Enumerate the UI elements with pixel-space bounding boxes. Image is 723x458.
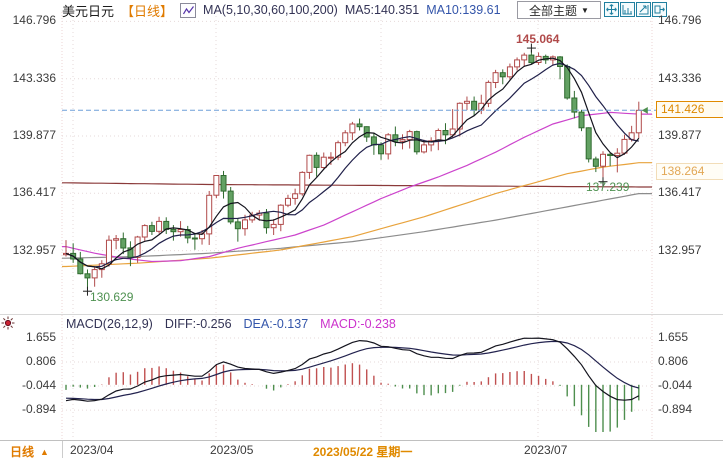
pane-divider xyxy=(0,314,723,315)
price-tick-right: 139.877 xyxy=(658,128,702,142)
macd-tick-left: -0.044 xyxy=(21,378,56,392)
price-tick-left: 146.796 xyxy=(12,13,56,27)
price-tick-left: 132.957 xyxy=(12,243,56,257)
fit-chart-icon[interactable] xyxy=(620,2,635,17)
macd-tick-right: 0.806 xyxy=(658,354,689,368)
chart-header: 美元日元 【日线】 MA(5,10,30,60,100,200) MA5:140… xyxy=(62,2,501,19)
last-price-box: 141.426 xyxy=(656,101,723,118)
price-tick-left: 143.336 xyxy=(12,71,56,85)
macd-dea-value: DEA:-0.137 xyxy=(243,317,309,331)
high-price-label: 145.064 xyxy=(516,32,560,46)
macd-diff-value: DIFF:-0.256 xyxy=(164,317,232,331)
low-price-label: 130.629 xyxy=(90,290,134,304)
date-axis-label: 2023/04 xyxy=(70,443,114,457)
date-axis-label: 2023/05/22 星期一 xyxy=(313,445,413,458)
tab-daily-label: 日线 xyxy=(10,445,35,458)
date-axis-label: 2023/07 xyxy=(524,443,568,457)
tab-separator xyxy=(62,441,63,458)
price-tick-right: 132.957 xyxy=(658,243,702,257)
price-tick-right: 136.417 xyxy=(658,185,702,199)
pan-icon[interactable] xyxy=(604,2,619,17)
tab-daily[interactable]: 日线 ▲ xyxy=(10,443,49,458)
macd-tick-left: 1.655 xyxy=(25,330,56,344)
price-tick-right: 143.336 xyxy=(658,71,702,85)
macd-tick-left: 0.806 xyxy=(25,354,56,368)
chevron-down-icon: ▼ xyxy=(581,5,589,15)
pop-out-icon[interactable] xyxy=(652,2,667,17)
price-tick-right: 146.796 xyxy=(658,13,702,27)
macd-header: MACD(26,12,9) DIFF:-0.256 DEA:-0.137 MAC… xyxy=(66,317,396,331)
macd-tick-left: -0.894 xyxy=(21,402,56,416)
ma-settings-label: MA(5,10,30,60,100,200) xyxy=(203,3,338,17)
date-axis-label: 2023/05 xyxy=(210,443,254,457)
macd-tick-right: -0.894 xyxy=(658,402,693,416)
xaxis-line xyxy=(0,440,723,441)
scale-right-icon[interactable] xyxy=(636,2,651,17)
bottom-bar: 日线 ▲ 2023/04 2023/05 2023/05/22 星期一 2023/07 xyxy=(0,441,723,458)
symbol-title: 美元日元 xyxy=(62,3,115,19)
price-tick-left: 139.877 xyxy=(12,128,56,142)
pullback-low-label: 137.239 xyxy=(586,180,630,194)
macd-tick-right: -0.044 xyxy=(658,378,693,392)
indicator-icon[interactable] xyxy=(180,2,197,18)
period-tag: 【日线】 xyxy=(121,3,174,19)
macd-params-label: MACD(26,12,9) xyxy=(66,317,153,331)
price-tick-left: 136.417 xyxy=(12,185,56,199)
ma60-value-box: 138.264 xyxy=(656,163,723,180)
theme-dropdown-label: 全部主题 xyxy=(529,3,578,18)
indicator-settings-icon[interactable] xyxy=(1,316,15,330)
macd-macd-value: MACD:-0.238 xyxy=(320,317,396,331)
ma10-value: MA10:139.61 xyxy=(426,3,501,17)
triangle-up-icon: ▲ xyxy=(40,446,49,457)
ma5-value: MA5:140.351 xyxy=(344,3,420,17)
chart-toolbar xyxy=(604,2,667,17)
theme-dropdown[interactable]: 全部主题 ▼ xyxy=(517,1,601,19)
macd-tick-right: 1.655 xyxy=(658,330,689,344)
